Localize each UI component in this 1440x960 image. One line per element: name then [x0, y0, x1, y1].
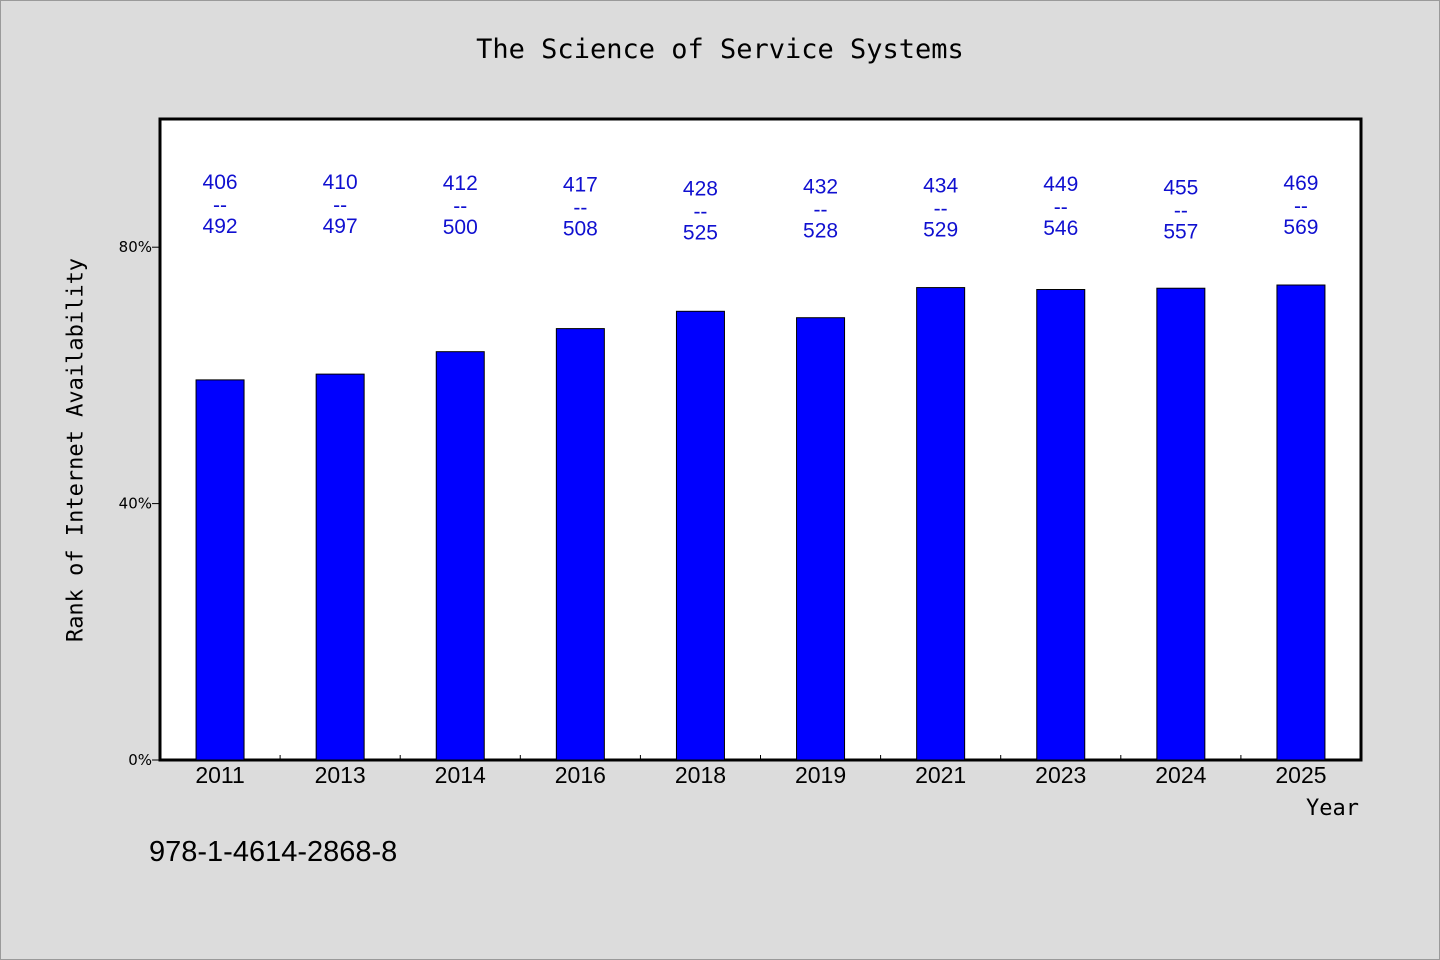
x-tick-label: 2014	[435, 762, 486, 788]
data-label-top: 469	[1283, 172, 1318, 195]
data-label-top: 406	[203, 171, 238, 194]
x-tick-label: 2025	[1275, 762, 1326, 788]
bars	[195, 284, 1326, 761]
data-label-bottom: 508	[563, 218, 598, 241]
bar	[916, 287, 966, 761]
y-ticks: 0% 40% 80%	[119, 238, 160, 769]
data-label-separator: --	[934, 197, 948, 220]
bar	[435, 351, 485, 761]
bar	[675, 310, 725, 761]
data-label-bottom: 546	[1043, 217, 1078, 240]
data-label-top: 428	[683, 178, 718, 201]
x-tick-label: 2023	[1035, 762, 1086, 788]
x-tick-label: 2019	[795, 762, 846, 788]
y-tick-label: 80%	[119, 238, 152, 256]
data-label-bottom: 529	[923, 218, 958, 241]
data-label-top: 417	[563, 174, 598, 197]
data-label-top: 432	[803, 176, 838, 199]
data-label-bottom: 528	[803, 220, 838, 243]
chart-title: The Science of Service Systems	[476, 34, 964, 65]
data-label-bottom: 492	[203, 215, 238, 238]
data-label-top: 449	[1043, 173, 1078, 196]
data-label-bottom: 557	[1163, 220, 1198, 243]
data-label-separator: --	[1054, 196, 1068, 219]
data-label-separator: --	[1174, 199, 1188, 222]
x-tick-label: 2024	[1155, 762, 1206, 788]
data-label-bottom: 525	[683, 222, 718, 245]
x-tick-label: 2013	[315, 762, 366, 788]
data-label-separator: --	[1294, 195, 1308, 218]
data-label-separator: --	[453, 195, 467, 218]
y-tick-label: 40%	[119, 495, 152, 513]
data-label-bottom: 500	[443, 216, 478, 239]
bar	[1156, 287, 1206, 761]
data-label-top: 412	[443, 172, 478, 195]
data-label-separator: --	[333, 194, 347, 217]
data-label-top: 455	[1163, 176, 1198, 199]
data-label-separator: --	[814, 199, 828, 222]
data-labels: 406--492410--497412--500417--508428--525…	[203, 171, 1319, 244]
isbn-text: 978-1-4614-2868-8	[149, 836, 398, 868]
bar	[315, 373, 365, 761]
data-label-separator: --	[213, 194, 227, 217]
bar	[796, 317, 846, 761]
data-label-separator: --	[693, 201, 707, 224]
y-tick-label: 0%	[128, 751, 152, 769]
data-label-bottom: 497	[323, 215, 358, 238]
data-label-bottom: 569	[1283, 216, 1318, 239]
bar	[1276, 284, 1326, 761]
data-label-top: 434	[923, 174, 958, 197]
x-tick-label: 2018	[675, 762, 726, 788]
data-label-separator: --	[573, 197, 587, 220]
x-tick-label: 2011	[195, 762, 244, 788]
bar	[555, 328, 605, 761]
bar	[195, 379, 245, 761]
bar	[1036, 289, 1086, 761]
x-axis-label: Year	[1306, 796, 1359, 821]
x-tick-label: 2021	[915, 762, 966, 788]
data-label-top: 410	[323, 171, 358, 194]
x-tick-label: 2016	[555, 762, 606, 788]
x-ticks: 2011 2013 2014 2016 2018 2019 2021 2023 2024 2025	[195, 755, 1327, 788]
